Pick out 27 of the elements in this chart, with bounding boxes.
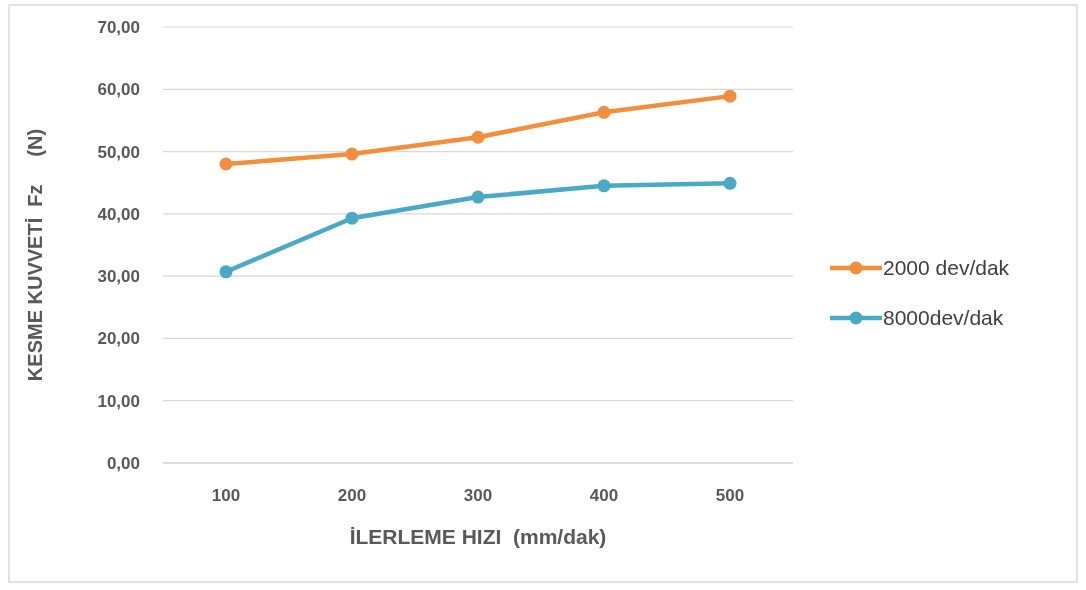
x-axis-title: İLERLEME HIZI (mm/dak) <box>349 525 607 548</box>
point <box>219 157 233 171</box>
x-tick-label: 400 <box>589 486 619 505</box>
point <box>471 130 485 144</box>
point <box>723 89 737 103</box>
y-tick-label: 60,00 <box>97 80 140 100</box>
y-tick-label: 50,00 <box>97 142 140 162</box>
x-tick-label: 200 <box>337 486 367 505</box>
y-tick-label: 10,00 <box>97 391 140 411</box>
y-tick-label: 40,00 <box>97 204 140 224</box>
point <box>471 190 485 204</box>
point <box>597 105 611 119</box>
point <box>597 179 611 193</box>
point <box>345 211 359 225</box>
legend-label: 2000 dev/dak <box>883 256 1010 280</box>
legend-label: 8000dev/dak <box>883 306 1004 330</box>
point <box>723 176 737 190</box>
x-tick-label: 500 <box>715 486 745 505</box>
x-tick-label: 300 <box>463 486 493 505</box>
y-tick-label: 0,00 <box>106 453 140 473</box>
x-tick-label: 100 <box>211 486 241 505</box>
y-tick-label: 20,00 <box>97 329 140 349</box>
point <box>219 265 233 279</box>
point <box>345 147 359 161</box>
y-tick-label: 70,00 <box>97 17 140 37</box>
y-axis-title: KESME KUVVETİ Fz (N) <box>24 128 46 382</box>
y-tick-label: 30,00 <box>97 267 140 287</box>
